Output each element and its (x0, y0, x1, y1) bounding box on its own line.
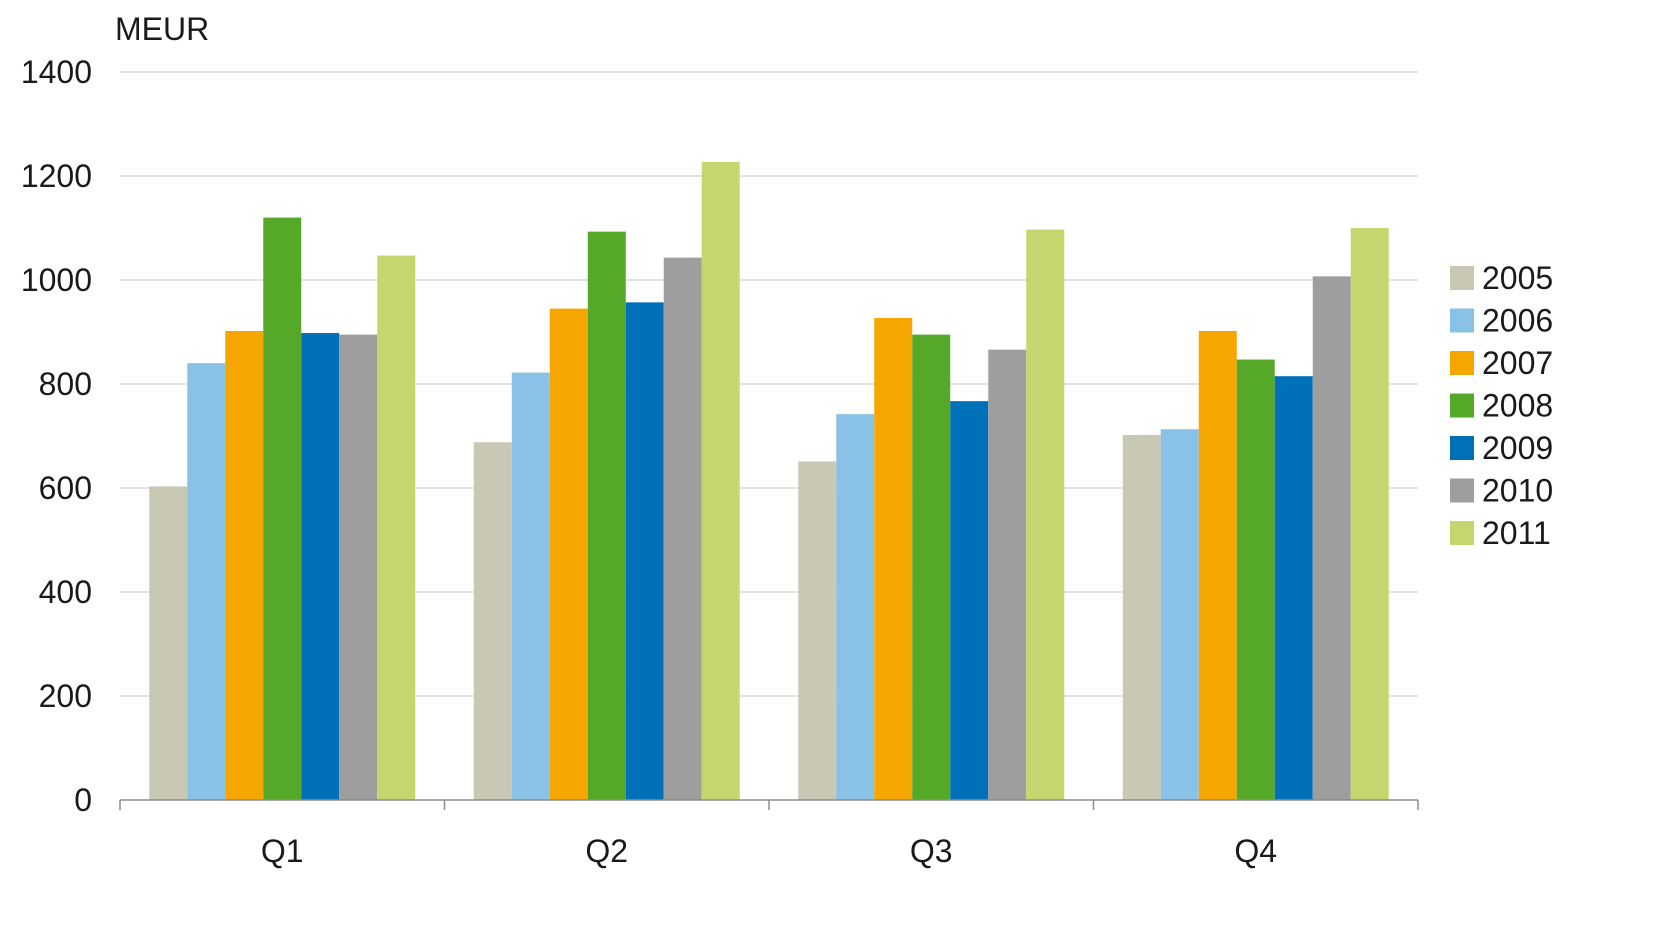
legend-swatch (1450, 393, 1474, 418)
legend-label: 2008 (1482, 388, 1553, 424)
legend-label: 2010 (1482, 473, 1553, 509)
legend-label: 2005 (1482, 260, 1553, 296)
bar (511, 372, 550, 800)
legend-swatch (1450, 351, 1474, 375)
legend-swatch (1450, 436, 1474, 460)
bar (663, 257, 702, 800)
bar (587, 231, 626, 800)
x-tick-label: Q2 (585, 833, 628, 869)
bar (225, 330, 264, 800)
bar (549, 308, 588, 800)
bar (301, 333, 340, 800)
bar (1026, 229, 1065, 800)
bar (149, 486, 188, 800)
y-tick-label: 1000 (21, 262, 92, 298)
bar (1198, 330, 1237, 800)
legend-label: 2009 (1482, 430, 1553, 466)
bar (988, 349, 1027, 800)
legend-label: 2011 (1482, 515, 1551, 551)
y-tick-label: 600 (39, 470, 92, 506)
bar (836, 414, 875, 800)
bar (1236, 359, 1275, 800)
axes: 0 200 400 600 800 1000 1200 1400 Q1 Q2 Q3 Q4 (21, 54, 1419, 869)
bar (339, 334, 378, 800)
y-tick-label: 1200 (21, 158, 92, 194)
bar (625, 302, 664, 800)
y-axis-title: MEUR (115, 11, 209, 47)
x-tick-label: Q1 (261, 833, 304, 869)
bar (1160, 429, 1199, 800)
bar (1274, 376, 1313, 800)
legend-label: 2007 (1482, 345, 1553, 381)
y-tick-label: 400 (39, 574, 92, 610)
bar (912, 334, 951, 800)
bar (874, 317, 913, 800)
legend-swatch (1450, 521, 1474, 545)
bar (473, 442, 512, 800)
y-tick-label: 0 (74, 782, 92, 818)
bar (950, 401, 989, 800)
bar (1312, 276, 1351, 800)
legend-swatch (1450, 308, 1474, 333)
y-tick-label: 1400 (21, 54, 92, 90)
bar (187, 363, 226, 800)
x-tick-label: Q3 (910, 833, 953, 869)
bar (701, 161, 740, 800)
x-tick-label: Q4 (1234, 833, 1277, 869)
bar (377, 255, 416, 800)
y-tick-label: 800 (39, 366, 92, 402)
legend: 2005 2006 2007 2008 2009 2010 2011 (1450, 260, 1553, 551)
bar (798, 461, 837, 800)
bar (1122, 434, 1161, 800)
bar (263, 217, 302, 801)
legend-swatch (1450, 478, 1474, 503)
bars (149, 161, 1389, 801)
legend-swatch (1450, 266, 1474, 290)
y-tick-label: 200 (39, 678, 92, 714)
bar (1350, 228, 1389, 800)
legend-label: 2006 (1482, 303, 1553, 339)
